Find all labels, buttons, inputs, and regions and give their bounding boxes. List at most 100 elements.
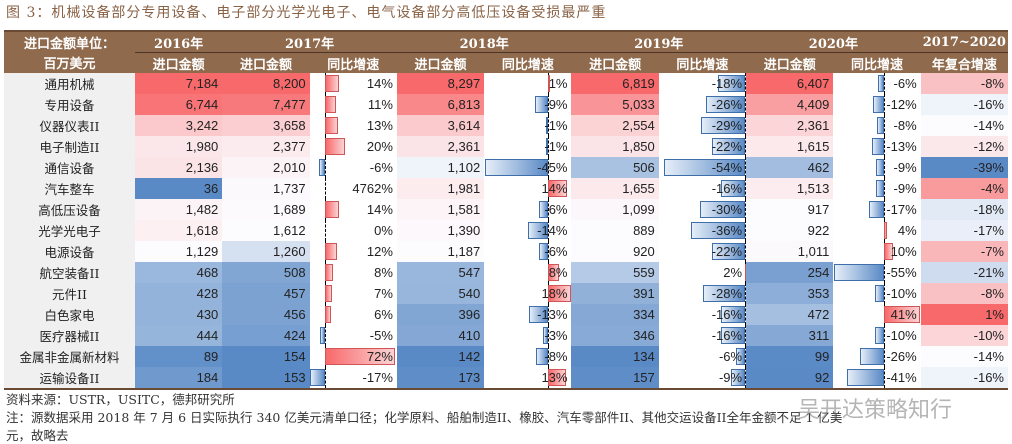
yoy-cell: -29% <box>658 115 747 136</box>
yoy-cell: -8% <box>833 115 921 136</box>
data-bar <box>883 306 921 323</box>
cell-value: -6% <box>369 160 393 175</box>
data-bar <box>325 96 336 113</box>
amount-cell: 1,102 <box>396 157 485 178</box>
data-bar <box>325 285 333 302</box>
data-bar <box>876 117 884 134</box>
cell-value: -26% <box>886 349 917 364</box>
source-note: 资料来源：USTR，USITC，德邦研究所 <box>6 392 235 407</box>
bar-axis <box>547 325 549 346</box>
cagr-cell: -39% <box>920 157 1008 178</box>
cell-value: 6,813 <box>447 97 481 112</box>
subheader-cagr: 年复合增速 <box>920 52 1008 73</box>
cell-value: 1,980 <box>185 139 219 154</box>
amount-cell: 36 <box>135 178 223 199</box>
cell-value: 1,689 <box>273 202 306 217</box>
data-bar <box>320 327 326 344</box>
yoy-cell: -18% <box>658 73 747 94</box>
bar-axis <box>547 304 549 325</box>
cell-value: 89 <box>203 349 219 364</box>
cell-value: 1,581 <box>447 202 481 217</box>
cell-value: -54% <box>711 160 743 175</box>
cell-value: -16% <box>973 370 1004 385</box>
yoy-cell: -10% <box>833 325 921 346</box>
cell-value: 1,187 <box>447 244 481 259</box>
amount-cell: 559 <box>571 262 659 283</box>
cagr-cell: -21% <box>920 262 1008 283</box>
cell-value: -6% <box>893 76 917 91</box>
cell-value: 142 <box>458 349 481 364</box>
row-label: 航空装备II <box>4 262 135 283</box>
yoy-cell: -6% <box>833 73 921 94</box>
cell-value: 3,658 <box>273 118 306 133</box>
amount-cell: 1,689 <box>222 199 310 220</box>
data-bar <box>325 138 345 155</box>
yoy-cell: 72% <box>309 346 397 367</box>
cell-value: 1,099 <box>622 202 655 217</box>
cell-value: 10% <box>890 244 917 259</box>
amount-cell: 2,010 <box>222 157 310 178</box>
amount-cell: 8,200 <box>222 73 310 94</box>
yoy-cell: -30% <box>658 199 747 220</box>
cell-value: -16% <box>711 307 743 322</box>
yoy-cell: -16% <box>658 304 747 325</box>
cell-value: 334 <box>633 307 655 322</box>
cell-value: 311 <box>808 328 830 343</box>
yoy-cell: 0% <box>309 220 397 241</box>
cell-value: 184 <box>196 370 219 385</box>
yoy-cell: 20% <box>309 136 397 157</box>
data-bar <box>547 285 572 302</box>
table-row: 运输设备II 184 153 -17% 173 13% 157 -9% 92 -41% -16% <box>4 367 1008 389</box>
yoy-cell: -9% <box>484 94 572 115</box>
cell-value: -17% <box>362 370 393 385</box>
cell-value: 472 <box>807 307 830 322</box>
cell-value: 134 <box>633 349 655 364</box>
amount-cell: 173 <box>396 367 485 389</box>
data-bar <box>717 75 745 92</box>
amount-cell: 547 <box>396 262 485 283</box>
row-label: 医疗器械II <box>4 325 135 346</box>
yoy-cell: -16% <box>658 178 747 199</box>
cell-value: 14% <box>541 181 568 196</box>
table-row: 通信设备 2,136 2,010 -6% 1,102 -45% 506 -54% 462 -9% -… <box>4 157 1008 178</box>
yoy-cell: 14% <box>309 73 397 94</box>
amount-cell: 1,129 <box>135 241 223 262</box>
cell-value: -10% <box>886 328 917 343</box>
amount-cell: 89 <box>135 346 223 367</box>
data-bar <box>711 138 745 155</box>
cell-value: 1,981 <box>447 181 481 196</box>
cagr-cell: -4% <box>920 178 1008 199</box>
cell-value: -9% <box>718 370 743 385</box>
cell-value: 922 <box>807 223 830 238</box>
data-bar <box>720 180 745 197</box>
cell-value: 1,102 <box>447 160 481 175</box>
cell-value: 462 <box>807 160 830 175</box>
cell-value: -29% <box>711 118 743 133</box>
data-bar <box>547 180 568 197</box>
table-row: 电子制造II 1,980 2,377 20% 2,361 -1% 1,850 -22% 1,61… <box>4 136 1008 157</box>
subheader-amount: 进口金额 <box>222 52 310 73</box>
cell-value: 41% <box>890 307 917 322</box>
yoy-cell: -28% <box>658 283 747 304</box>
cell-value: 153 <box>283 370 306 385</box>
cagr-cell: -7% <box>920 241 1008 262</box>
cell-value: 6% <box>374 307 393 322</box>
data-bar <box>735 348 745 365</box>
amount-cell: 2,377 <box>222 136 310 157</box>
amount-cell: 917 <box>746 199 834 220</box>
cell-value: -10% <box>886 286 917 301</box>
cell-value: 20% <box>366 139 393 154</box>
amount-cell: 3,614 <box>396 115 485 136</box>
bar-axis <box>547 346 549 367</box>
yoy-cell: -9% <box>658 367 747 389</box>
cell-value: 6,407 <box>796 76 830 91</box>
yoy-cell: 10% <box>833 241 921 262</box>
cell-value: -13% <box>886 139 917 154</box>
year-2016: 2016年 <box>135 31 223 53</box>
amount-cell: 506 <box>571 157 659 178</box>
cell-value: -17% <box>973 223 1004 238</box>
yoy-cell: -1% <box>484 115 572 136</box>
yoy-cell: 41% <box>833 304 921 325</box>
cell-value: 72% <box>366 349 393 364</box>
bar-axis <box>883 346 885 367</box>
